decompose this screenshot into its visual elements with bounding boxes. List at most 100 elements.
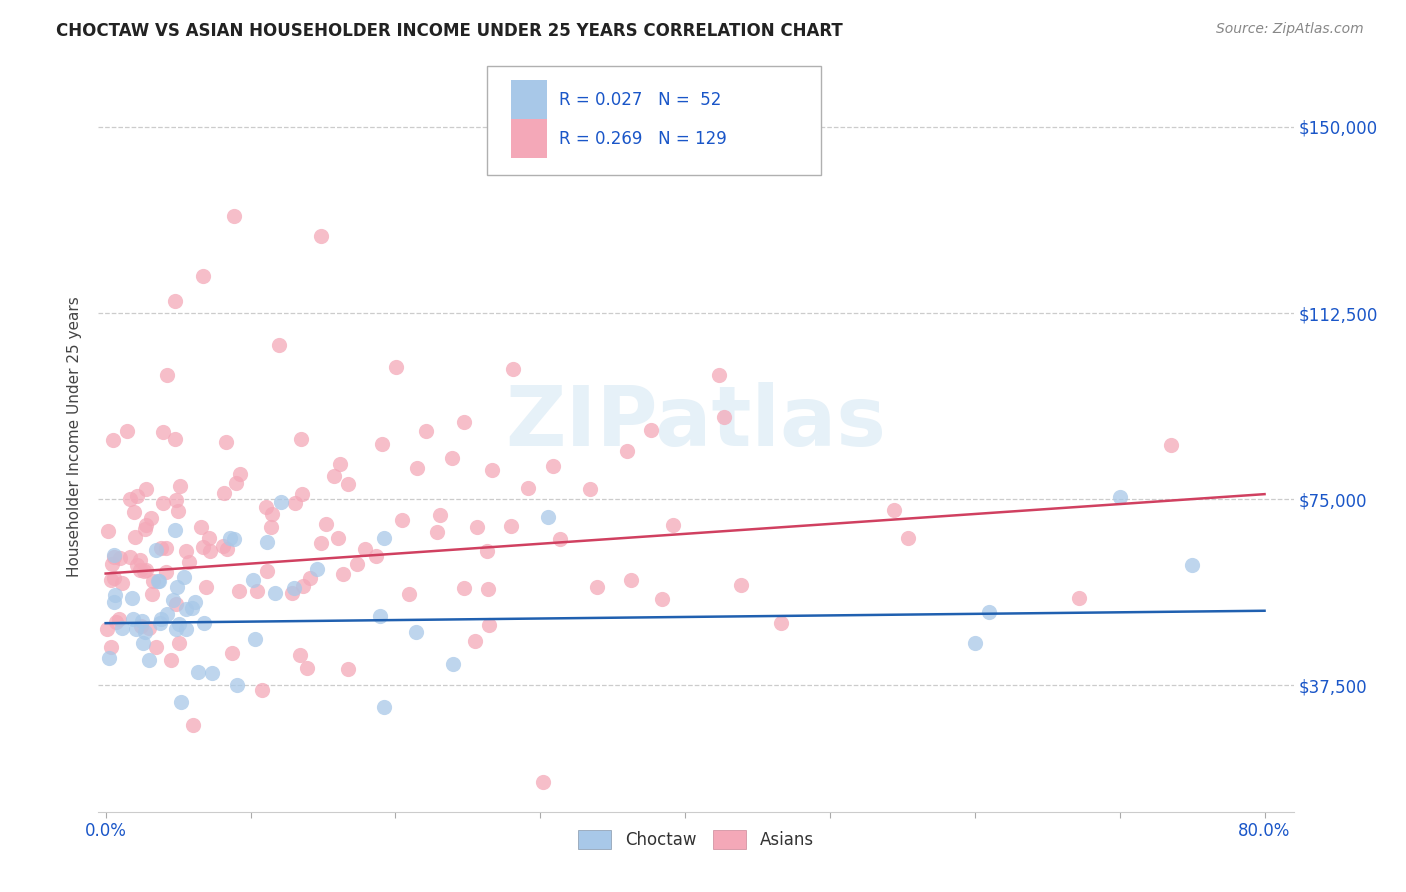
Point: [221, 646, 243, 660]
Point: [198, 531, 221, 545]
Point: [191, 268, 214, 283]
Point: [229, 467, 252, 482]
Point: [366, 549, 388, 564]
Point: [187, 665, 209, 680]
Text: R = 0.027   N =  52: R = 0.027 N = 52: [558, 91, 721, 109]
Point: [537, 510, 560, 524]
Point: [373, 532, 395, 546]
Point: [215, 542, 238, 557]
Point: [218, 531, 240, 545]
Point: [225, 476, 247, 491]
Point: [165, 293, 187, 308]
Point: [103, 549, 125, 564]
Point: [173, 570, 195, 584]
Point: [166, 580, 188, 594]
Point: [543, 458, 565, 473]
Point: [453, 581, 475, 595]
Point: [478, 618, 501, 632]
Point: [501, 518, 523, 533]
Point: [101, 558, 124, 572]
Point: [193, 616, 215, 631]
Point: [121, 591, 143, 605]
Point: [156, 368, 179, 382]
Point: [156, 607, 179, 622]
Point: [243, 632, 266, 647]
Point: [97, 524, 120, 538]
Point: [267, 338, 290, 352]
Point: [368, 609, 391, 624]
Point: [108, 612, 131, 626]
Point: [585, 581, 607, 595]
Point: [155, 565, 177, 579]
Point: [264, 585, 287, 599]
Point: [398, 587, 420, 601]
Point: [616, 444, 638, 458]
Point: [226, 678, 249, 692]
Point: [1181, 558, 1204, 573]
Point: [405, 461, 427, 475]
Point: [135, 563, 157, 577]
Point: [709, 368, 731, 382]
Point: [260, 507, 283, 521]
Point: [222, 532, 245, 546]
Point: [103, 594, 125, 608]
Point: [322, 468, 344, 483]
Point: [177, 556, 200, 570]
Point: [288, 648, 311, 662]
Point: [291, 486, 314, 500]
Point: [299, 571, 322, 585]
Point: [326, 531, 349, 545]
Point: [332, 567, 354, 582]
Point: [328, 457, 350, 471]
Point: [111, 576, 134, 591]
Point: [256, 535, 278, 549]
Point: [337, 476, 360, 491]
Point: [141, 587, 163, 601]
Point: [125, 558, 148, 573]
Point: [291, 579, 314, 593]
Point: [215, 435, 238, 450]
Bar: [510, 120, 547, 159]
Bar: [510, 80, 547, 120]
Point: [517, 481, 540, 495]
Point: [129, 563, 152, 577]
Point: [200, 543, 222, 558]
Point: [120, 550, 142, 565]
Point: [125, 622, 148, 636]
Point: [295, 661, 318, 675]
Point: [201, 665, 224, 680]
Point: [118, 491, 141, 506]
Point: [152, 425, 174, 439]
Point: [169, 478, 191, 492]
Point: [391, 513, 413, 527]
Point: [135, 517, 157, 532]
Point: [280, 585, 302, 599]
Point: [103, 571, 125, 585]
Point: [214, 486, 236, 500]
Point: [101, 433, 124, 447]
Point: [309, 536, 332, 550]
Point: [502, 361, 524, 376]
Point: [163, 433, 186, 447]
Point: [212, 539, 235, 553]
Point: [897, 531, 920, 545]
Point: [194, 580, 217, 594]
Point: [713, 410, 735, 425]
Point: [115, 424, 138, 438]
Point: [426, 524, 449, 539]
Point: [963, 636, 986, 650]
Point: [1108, 490, 1130, 504]
Point: [169, 636, 191, 650]
Point: [979, 605, 1001, 619]
Point: [290, 433, 312, 447]
Point: [150, 611, 173, 625]
Point: [254, 500, 277, 514]
Point: [662, 517, 685, 532]
Point: [228, 584, 250, 599]
Point: [883, 502, 905, 516]
Point: [103, 548, 125, 562]
Point: [531, 775, 554, 789]
Point: [139, 511, 162, 525]
Point: [138, 621, 160, 635]
Point: [651, 592, 673, 607]
